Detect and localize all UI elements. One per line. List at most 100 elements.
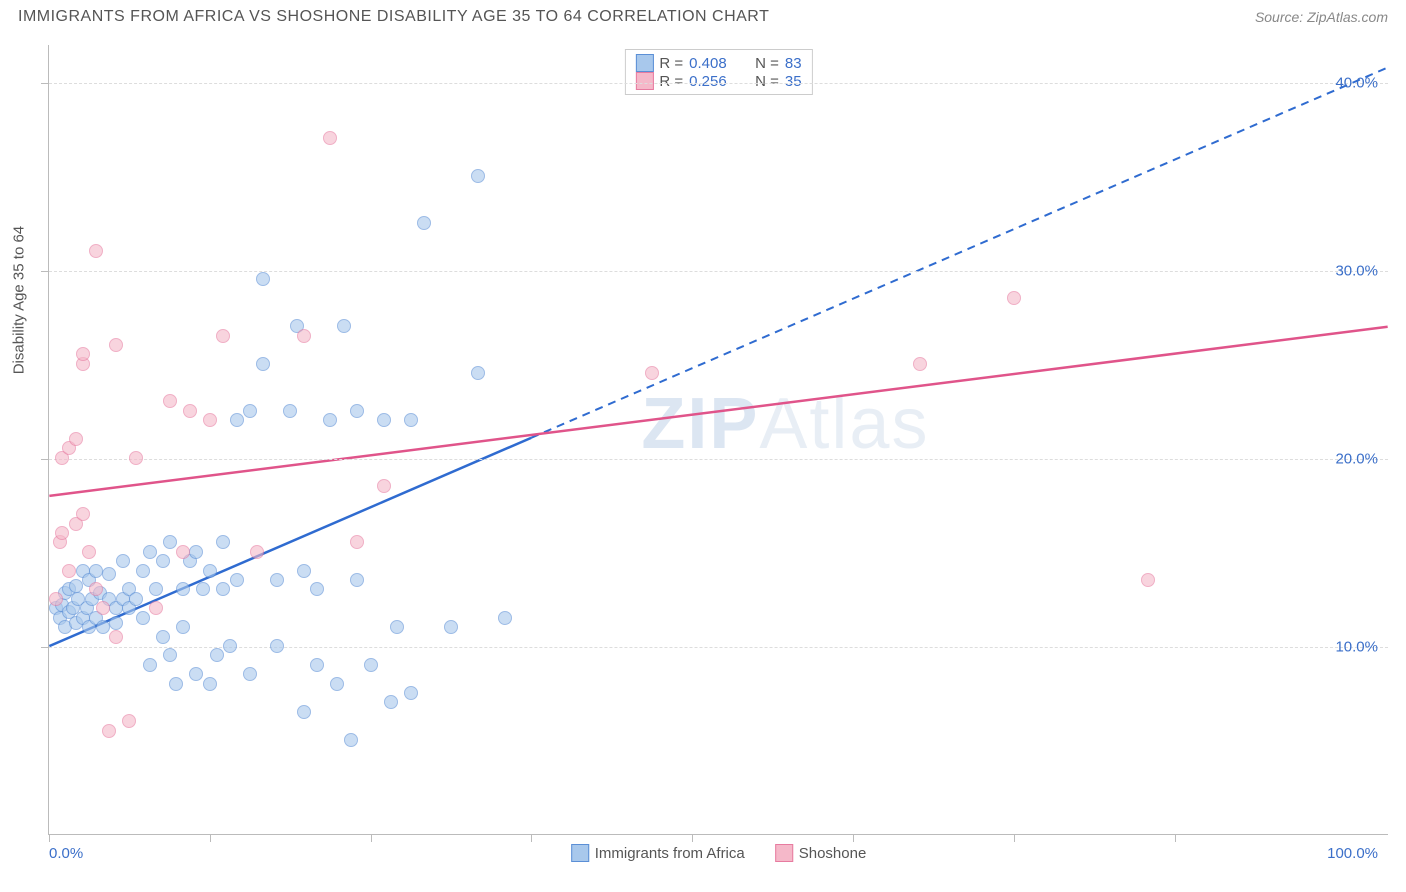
data-point — [283, 404, 297, 418]
data-point — [203, 413, 217, 427]
data-point — [203, 677, 217, 691]
data-point — [384, 695, 398, 709]
n-label: N = — [755, 73, 779, 90]
data-point — [109, 616, 123, 630]
data-point — [323, 413, 337, 427]
data-point — [102, 724, 116, 738]
data-point — [163, 535, 177, 549]
data-point — [169, 677, 183, 691]
data-point — [189, 667, 203, 681]
data-point — [129, 592, 143, 606]
data-point — [297, 705, 311, 719]
legend-item: Immigrants from Africa — [571, 844, 745, 862]
chart-header: IMMIGRANTS FROM AFRICA VS SHOSHONE DISAB… — [0, 0, 1406, 30]
data-point — [344, 733, 358, 747]
x-tick — [1014, 834, 1015, 842]
data-point — [189, 545, 203, 559]
gridline — [49, 83, 1388, 84]
data-point — [310, 658, 324, 672]
source-name: ZipAtlas.com — [1307, 9, 1388, 25]
y-tick — [41, 459, 49, 460]
data-point — [156, 554, 170, 568]
data-point — [136, 611, 150, 625]
data-point — [250, 545, 264, 559]
data-point — [109, 338, 123, 352]
data-point — [176, 545, 190, 559]
y-tick — [41, 83, 49, 84]
x-axis-min-label: 0.0% — [49, 845, 83, 862]
data-point — [444, 620, 458, 634]
data-point — [89, 244, 103, 258]
r-value: 0.256 — [689, 73, 739, 90]
data-point — [223, 639, 237, 653]
data-point — [62, 564, 76, 578]
data-point — [337, 319, 351, 333]
data-point — [377, 479, 391, 493]
trend-lines — [49, 45, 1388, 834]
data-point — [310, 582, 324, 596]
data-point — [404, 413, 418, 427]
r-value: 0.408 — [689, 55, 739, 72]
series-legend: Immigrants from Africa Shoshone — [571, 844, 867, 862]
data-point — [243, 667, 257, 681]
data-point — [230, 413, 244, 427]
x-tick — [531, 834, 532, 842]
data-point — [136, 564, 150, 578]
data-point — [49, 592, 63, 606]
data-point — [96, 620, 110, 634]
data-point — [1007, 291, 1021, 305]
gridline — [49, 459, 1388, 460]
x-tick — [853, 834, 854, 842]
x-tick — [210, 834, 211, 842]
data-point — [417, 216, 431, 230]
data-point — [471, 366, 485, 380]
data-point — [163, 648, 177, 662]
chart-title: IMMIGRANTS FROM AFRICA VS SHOSHONE DISAB… — [18, 8, 769, 26]
y-tick-label: 30.0% — [1335, 262, 1378, 279]
data-point — [404, 686, 418, 700]
data-point — [471, 169, 485, 183]
data-point — [256, 357, 270, 371]
data-point — [350, 404, 364, 418]
data-point — [364, 658, 378, 672]
data-point — [176, 620, 190, 634]
data-point — [297, 329, 311, 343]
n-label: N = — [755, 55, 779, 72]
data-point — [210, 648, 224, 662]
data-point — [256, 272, 270, 286]
r-label: R = — [659, 73, 683, 90]
data-point — [350, 535, 364, 549]
legend-swatch — [635, 54, 653, 72]
data-point — [116, 554, 130, 568]
y-axis-title: Disability Age 35 to 64 — [11, 225, 28, 373]
data-point — [89, 582, 103, 596]
gridline — [49, 271, 1388, 272]
data-point — [203, 564, 217, 578]
data-point — [149, 601, 163, 615]
data-point — [176, 582, 190, 596]
y-tick-label: 20.0% — [1335, 450, 1378, 467]
watermark: ZIPAtlas — [641, 383, 929, 465]
x-tick — [1175, 834, 1176, 842]
data-point — [216, 329, 230, 343]
data-point — [1141, 573, 1155, 587]
legend-label: Shoshone — [799, 845, 867, 862]
data-point — [377, 413, 391, 427]
data-point — [243, 404, 257, 418]
data-point — [156, 630, 170, 644]
data-point — [323, 131, 337, 145]
data-point — [82, 545, 96, 559]
data-point — [76, 347, 90, 361]
data-point — [129, 451, 143, 465]
data-point — [270, 639, 284, 653]
data-point — [163, 394, 177, 408]
data-point — [96, 601, 110, 615]
data-point — [913, 357, 927, 371]
data-point — [122, 714, 136, 728]
data-point — [390, 620, 404, 634]
y-tick-label: 40.0% — [1335, 74, 1378, 91]
n-value: 35 — [785, 73, 802, 90]
data-point — [89, 564, 103, 578]
data-point — [143, 545, 157, 559]
legend-swatch — [775, 844, 793, 862]
